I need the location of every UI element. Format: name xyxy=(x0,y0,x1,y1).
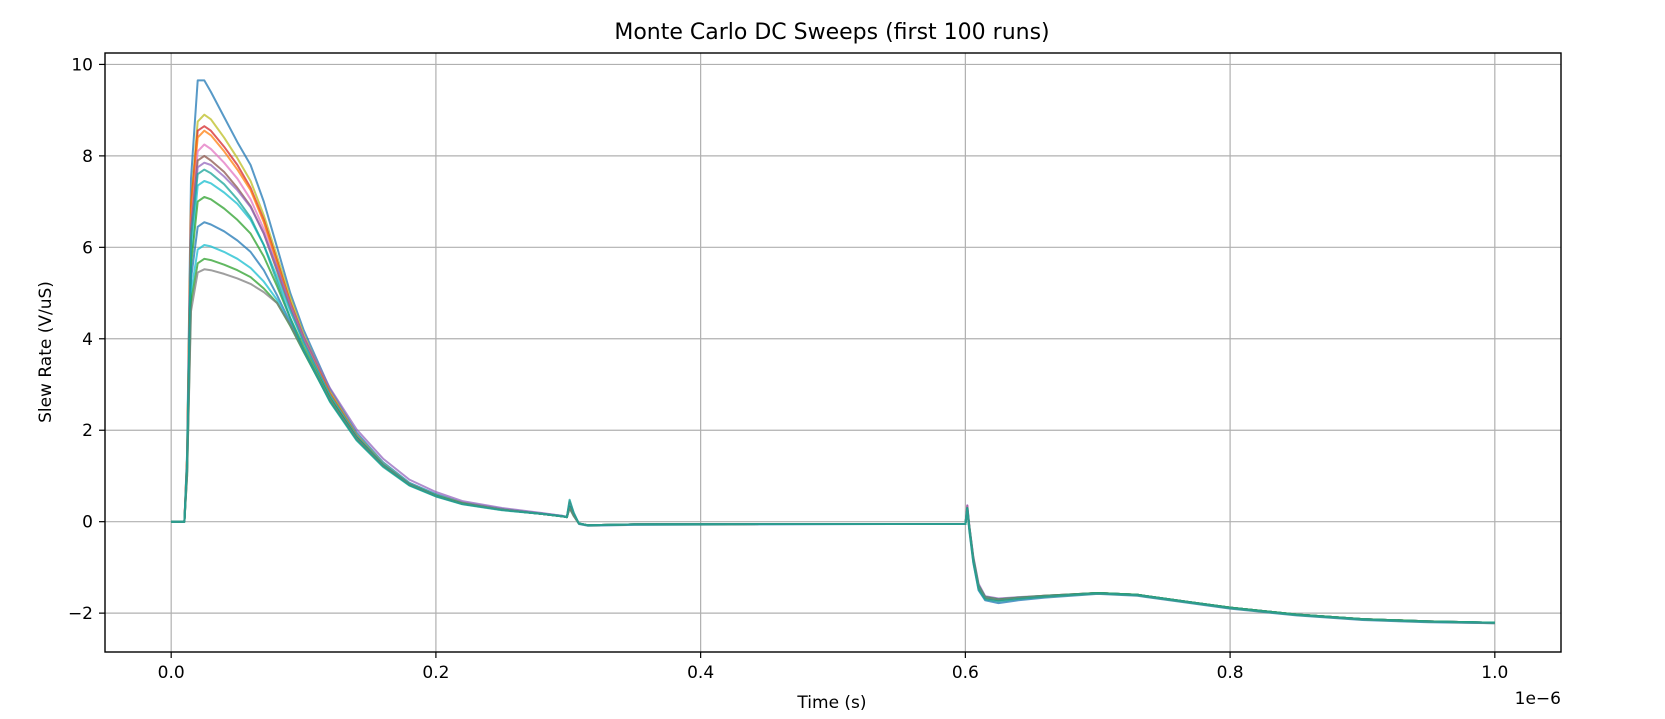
series-line-10 xyxy=(171,221,1495,624)
series-line-14 xyxy=(171,168,1495,624)
series-line-6 xyxy=(171,154,1495,624)
series-line-3 xyxy=(171,125,1495,624)
x-axis-offset-label: 1e−6 xyxy=(1515,689,1561,709)
y-tick-label: 6 xyxy=(82,238,93,258)
series-line-2 xyxy=(171,113,1495,624)
series-lines xyxy=(171,79,1495,625)
series-line-7 xyxy=(171,161,1495,624)
x-tick-label: 0.4 xyxy=(687,663,714,683)
x-tick-label: 1.0 xyxy=(1481,663,1508,683)
y-tick-label: 0 xyxy=(82,513,93,533)
y-tick-label: 4 xyxy=(82,330,93,350)
y-tick-label: 2 xyxy=(82,421,93,441)
x-tick-label: 0.0 xyxy=(158,663,185,683)
x-tick-label: 0.2 xyxy=(422,663,449,683)
series-line-11 xyxy=(171,244,1495,624)
series-line-1 xyxy=(171,79,1495,625)
y-axis-label: Slew Rate (V/uS) xyxy=(36,281,56,423)
x-axis-ticks: 0.0 0.2 0.4 0.6 0.8 1.0 xyxy=(158,652,1508,683)
y-axis-ticks: −2 0 2 4 6 8 10 xyxy=(68,55,105,624)
series-line-5 xyxy=(171,143,1495,624)
series-line-12 xyxy=(171,257,1495,624)
chart-title: Monte Carlo DC Sweeps (first 100 runs) xyxy=(614,20,1049,45)
grid-lines xyxy=(105,53,1561,652)
y-tick-label: −2 xyxy=(68,604,93,624)
series-line-4 xyxy=(171,129,1495,624)
x-tick-label: 0.8 xyxy=(1217,663,1244,683)
plot-frame xyxy=(104,52,1562,653)
series-line-9 xyxy=(171,196,1495,624)
y-tick-label: 10 xyxy=(71,55,93,75)
x-tick-label: 0.6 xyxy=(952,663,979,683)
y-tick-label: 8 xyxy=(82,147,93,167)
x-axis-label: Time (s) xyxy=(796,693,866,713)
